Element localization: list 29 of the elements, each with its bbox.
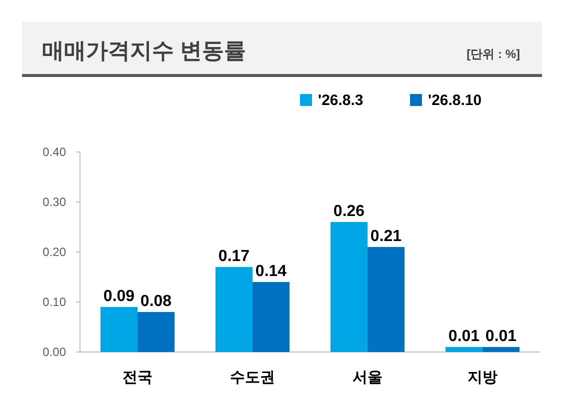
bar <box>252 282 290 352</box>
bar <box>446 347 482 352</box>
data-label: 0.14 <box>255 263 287 280</box>
data-label: 0.01 <box>448 328 480 345</box>
bar <box>138 312 174 352</box>
text: [단위 : %] <box>466 47 520 61</box>
y-tick-label: 0.20 <box>42 245 66 259</box>
data-label: 0.08 <box>140 293 172 310</box>
x-tick-label: 수도권 <box>230 369 275 386</box>
bar <box>100 307 138 352</box>
legend-label: '26.8.3 <box>318 92 364 109</box>
x-tick-label: 지방 <box>468 369 498 386</box>
x-tick-label: 서울 <box>352 369 382 386</box>
y-tick-label: 0.30 <box>42 195 66 209</box>
chart-title: 매매가격지수 변동률 <box>42 38 246 63</box>
data-label: 0.17 <box>218 248 250 265</box>
y-tick-label: 0.10 <box>42 295 66 309</box>
legend-label: '26.8.10 <box>428 92 482 109</box>
bar <box>482 347 520 352</box>
y-tick-label: 0.00 <box>42 345 66 359</box>
bar <box>368 247 404 352</box>
bar <box>216 267 252 352</box>
bar <box>330 222 368 352</box>
data-label: 0.26 <box>333 203 365 220</box>
y-tick-label: 0.40 <box>42 145 66 159</box>
data-label: 0.09 <box>103 288 135 305</box>
data-label: 0.21 <box>370 228 402 245</box>
data-label: 0.01 <box>485 328 517 345</box>
x-tick-label: 전국 <box>122 369 152 386</box>
